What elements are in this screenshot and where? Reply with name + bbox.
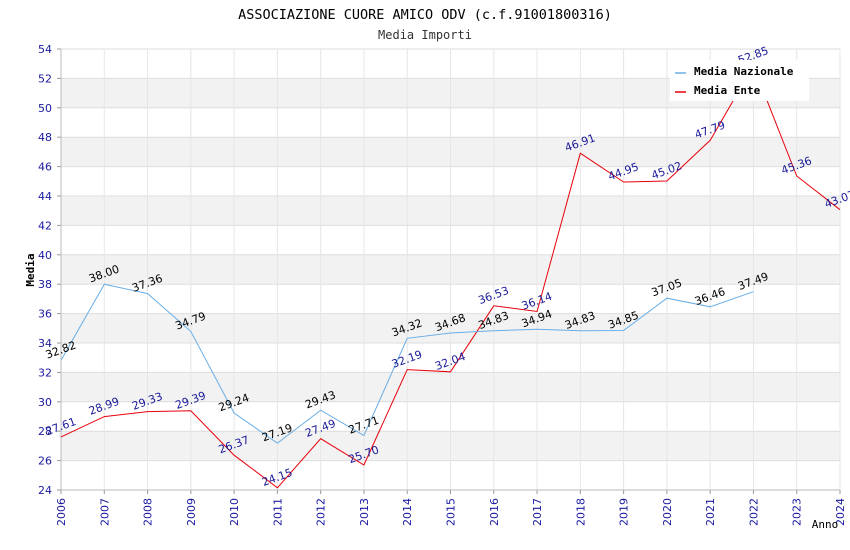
legend: Media Nazionale Media Ente: [670, 60, 809, 101]
series-line-media-ente: [60, 64, 841, 489]
x-tick-labels: 2006 2007 2008 2009 2010 2011 2012 2013 2014 2015…: [55, 498, 847, 526]
y-tick-label: 24: [38, 484, 52, 497]
y-axis-label: Media: [24, 253, 37, 286]
x-tick-label: 2017: [531, 498, 544, 526]
x-tick-label: 2007: [98, 498, 111, 526]
x-tick-label: 2011: [271, 498, 284, 526]
y-tick-label: 34: [38, 337, 52, 350]
x-tick-label: 2019: [618, 498, 631, 526]
x-tick-label: 2018: [574, 498, 587, 526]
x-tick-label: 2023: [791, 498, 804, 526]
y-tick-label: 50: [38, 102, 52, 115]
x-tick-label: 2006: [55, 498, 68, 526]
y-tick-labels: 24 26 28 30 32 34 36 38 40 42 44 46 48 50 52 54: [38, 43, 52, 497]
x-tick-label: 2014: [401, 498, 414, 526]
x-tick-label: 2015: [445, 498, 458, 526]
y-tick-label: 32: [38, 366, 52, 379]
y-tick-label: 52: [38, 72, 52, 85]
x-tick-label: 2008: [142, 498, 155, 526]
y-tick-label: 26: [38, 455, 52, 468]
y-tick-label: 48: [38, 131, 52, 144]
axes: [57, 48, 841, 494]
x-tick-label: 2021: [704, 498, 717, 526]
x-axis-label: Anno: [812, 518, 839, 531]
y-tick-label: 46: [38, 161, 52, 174]
legend-label-media-nazionale: Media Nazionale: [694, 65, 794, 78]
y-tick-label: 44: [38, 190, 52, 203]
data-label-media-ente: 43.07: [823, 188, 850, 211]
y-tick-label: 36: [38, 308, 52, 321]
x-tick-label: 2013: [358, 498, 371, 526]
series-line-media-nazionale: [60, 283, 754, 444]
y-tick-label: 40: [38, 249, 52, 262]
x-tick-label: 2020: [661, 498, 674, 526]
x-tick-label: 2016: [488, 498, 501, 526]
x-tick-label: 2009: [185, 498, 198, 526]
y-tick-label: 30: [38, 396, 52, 409]
x-tick-label: 2012: [315, 498, 328, 526]
x-tick-label: 2022: [747, 498, 760, 526]
legend-label-media-ente: Media Ente: [694, 84, 761, 97]
series-lines: [60, 64, 841, 489]
legend-box: [670, 60, 809, 101]
chart-title: ASSOCIAZIONE CUORE AMICO ODV (c.f.910018…: [238, 7, 612, 23]
chart-subtitle: Media Importi: [378, 28, 472, 42]
x-tick-label: 2024: [834, 498, 847, 526]
y-tick-label: 54: [38, 43, 52, 56]
y-tick-label: 38: [38, 278, 52, 291]
y-tick-label: 42: [38, 219, 52, 232]
y-tick-label: 28: [38, 425, 52, 438]
x-tick-label: 2010: [228, 498, 241, 526]
